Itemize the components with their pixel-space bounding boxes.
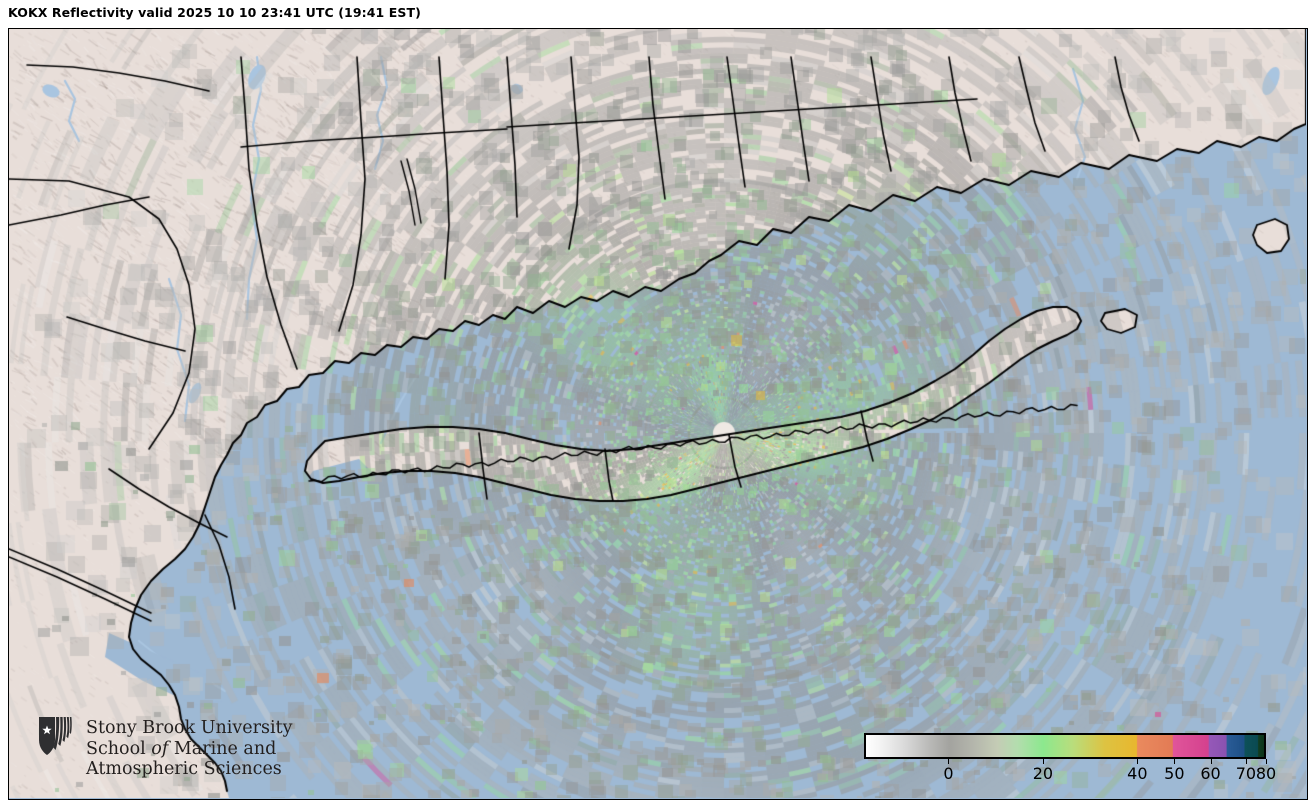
colorbar-tick-axis: 0 20 40 50 60 70 80 (864, 759, 1276, 789)
colorbar-tick (948, 759, 950, 764)
radar-reflectivity-map[interactable] (9, 29, 1306, 798)
colorbar-tick-label: 80 (1255, 764, 1277, 783)
colorbar-tick (1174, 759, 1176, 764)
logo-line-3: Atmospheric Sciences (86, 759, 282, 779)
colorbar-tick (1210, 759, 1212, 764)
stony-brook-logo: Stony Brook University School of Marine … (38, 716, 298, 788)
colorbar-tick (1042, 759, 1044, 764)
colorbar-bar (864, 733, 1266, 759)
logo-line2-a: School (86, 738, 152, 759)
logo-line2-italic: of (151, 738, 169, 759)
colorbar-tick-label: 50 (1164, 764, 1185, 783)
colorbar-gradient (866, 735, 1264, 757)
logo-line-1: Stony Brook University (86, 718, 293, 738)
colorbar-tick-label: 0 (943, 764, 954, 783)
colorbar-tick (1245, 759, 1247, 764)
colorbar-tick-label: 60 (1200, 764, 1221, 783)
colorbar-legend: 0 20 40 50 60 70 80 (864, 733, 1276, 791)
colorbar-tick (1266, 759, 1267, 764)
colorbar-tick-label: 70 (1235, 764, 1257, 783)
title-bar: KOKX Reflectivity valid 2025 10 10 23:41… (0, 0, 1316, 28)
page-title: KOKX Reflectivity valid 2025 10 10 23:41… (8, 5, 421, 20)
logo-line2-b: Marine and (168, 738, 277, 759)
logo-line-2: School of Marine and (86, 739, 316, 760)
colorbar-tick-label: 40 (1127, 764, 1148, 783)
shield-crest-icon (39, 717, 72, 755)
radar-map-frame[interactable] (8, 28, 1308, 800)
colorbar-tick-label: 20 (1032, 764, 1054, 783)
colorbar-tick (1137, 759, 1139, 764)
logo-text-block: Stony Brook University School of Marine … (86, 718, 316, 780)
